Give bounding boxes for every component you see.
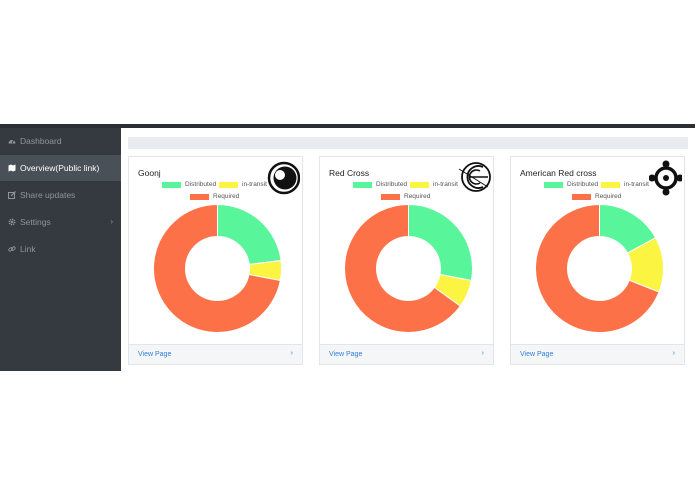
legend-label: Required bbox=[404, 193, 431, 200]
legend-swatch bbox=[381, 193, 400, 200]
legend-swatch bbox=[544, 181, 563, 188]
view-page-link[interactable]: View Page bbox=[329, 351, 363, 358]
legend-in-transit: in-transit bbox=[601, 181, 649, 188]
legend-required: Required bbox=[572, 193, 621, 200]
chevron-right-icon: › bbox=[672, 350, 675, 357]
view-page-link[interactable]: View Page bbox=[138, 351, 172, 358]
card-title: Red Cross bbox=[329, 168, 370, 178]
legend-label: Required bbox=[595, 193, 622, 200]
legend-required: Required bbox=[190, 193, 239, 200]
org-card-goonj: Goonj Distributed in-transit Required Vi… bbox=[128, 156, 303, 365]
slice-distributed bbox=[217, 204, 282, 266]
top-bar bbox=[0, 124, 695, 128]
sidebar-item-link[interactable]: Link bbox=[0, 236, 121, 262]
sidebar-item-dashboard[interactable]: Dashboard bbox=[0, 128, 121, 154]
legend-distributed: Distributed bbox=[162, 181, 216, 188]
legend-required: Required bbox=[381, 193, 430, 200]
red-cross-logo bbox=[458, 162, 491, 192]
legend-swatch bbox=[353, 181, 372, 188]
legend-label: in-transit bbox=[242, 181, 267, 188]
gear-icon bbox=[8, 218, 16, 226]
view-page-link[interactable]: View Page bbox=[520, 351, 554, 358]
legend-swatch bbox=[601, 181, 620, 188]
sidebar-item-label: Dashboard bbox=[20, 136, 62, 146]
header-banner bbox=[128, 137, 688, 149]
donut-chart bbox=[535, 204, 664, 333]
legend-label: in-transit bbox=[624, 181, 649, 188]
american-red-cross-logo bbox=[649, 160, 682, 196]
sidebar-item-overview[interactable]: Overview(Public link) bbox=[0, 155, 121, 181]
chevron-right-icon: › bbox=[110, 217, 113, 226]
card-footer[interactable]: View Page › bbox=[511, 344, 684, 364]
legend-swatch bbox=[162, 181, 181, 188]
sidebar: Dashboard Overview(Public link) Share up… bbox=[0, 128, 121, 371]
legend-label: in-transit bbox=[433, 181, 458, 188]
legend-swatch bbox=[190, 193, 209, 200]
card-footer[interactable]: View Page › bbox=[129, 344, 302, 364]
slice-required bbox=[344, 204, 461, 333]
donut-chart bbox=[344, 204, 473, 333]
sidebar-item-label: Link bbox=[20, 244, 36, 254]
legend-in-transit: in-transit bbox=[219, 181, 267, 188]
legend-swatch bbox=[219, 181, 238, 188]
slice-required bbox=[535, 204, 660, 333]
legend-distributed: Distributed bbox=[544, 181, 598, 188]
goonj-logo bbox=[267, 161, 300, 195]
donut-chart bbox=[153, 204, 282, 333]
card-title: Goonj bbox=[138, 168, 161, 178]
map-icon bbox=[8, 164, 16, 172]
sidebar-item-share-updates[interactable]: Share updates bbox=[0, 182, 121, 208]
legend-distributed: Distributed bbox=[353, 181, 407, 188]
slice-distributed bbox=[408, 204, 473, 282]
legend-in-transit: in-transit bbox=[410, 181, 458, 188]
dashboard-icon bbox=[8, 137, 16, 145]
org-card-american-red-cross: American Red cross Distributed in-transi… bbox=[510, 156, 685, 365]
sidebar-item-settings[interactable]: Settings › bbox=[0, 209, 121, 235]
legend-label: Distributed bbox=[567, 181, 599, 188]
org-card-red-cross: Red Cross Distributed in-transit Require… bbox=[319, 156, 494, 365]
legend-label: Required bbox=[213, 193, 240, 200]
sidebar-item-label: Settings bbox=[20, 217, 51, 227]
card-footer[interactable]: View Page › bbox=[320, 344, 493, 364]
legend-swatch bbox=[572, 193, 591, 200]
card-title: American Red cross bbox=[520, 168, 597, 178]
legend-label: Distributed bbox=[185, 181, 217, 188]
legend-label: Distributed bbox=[376, 181, 408, 188]
app-window: Dashboard Overview(Public link) Share up… bbox=[0, 124, 695, 371]
legend-swatch bbox=[410, 181, 429, 188]
main-content: Goonj Distributed in-transit Required Vi… bbox=[121, 128, 695, 371]
sidebar-item-label: Share updates bbox=[20, 190, 76, 200]
link-icon bbox=[8, 245, 16, 253]
chevron-right-icon: › bbox=[481, 350, 484, 357]
slice-required bbox=[153, 204, 281, 333]
sidebar-item-label: Overview(Public link) bbox=[20, 163, 100, 173]
chevron-right-icon: › bbox=[290, 350, 293, 357]
edit-icon bbox=[8, 191, 16, 199]
